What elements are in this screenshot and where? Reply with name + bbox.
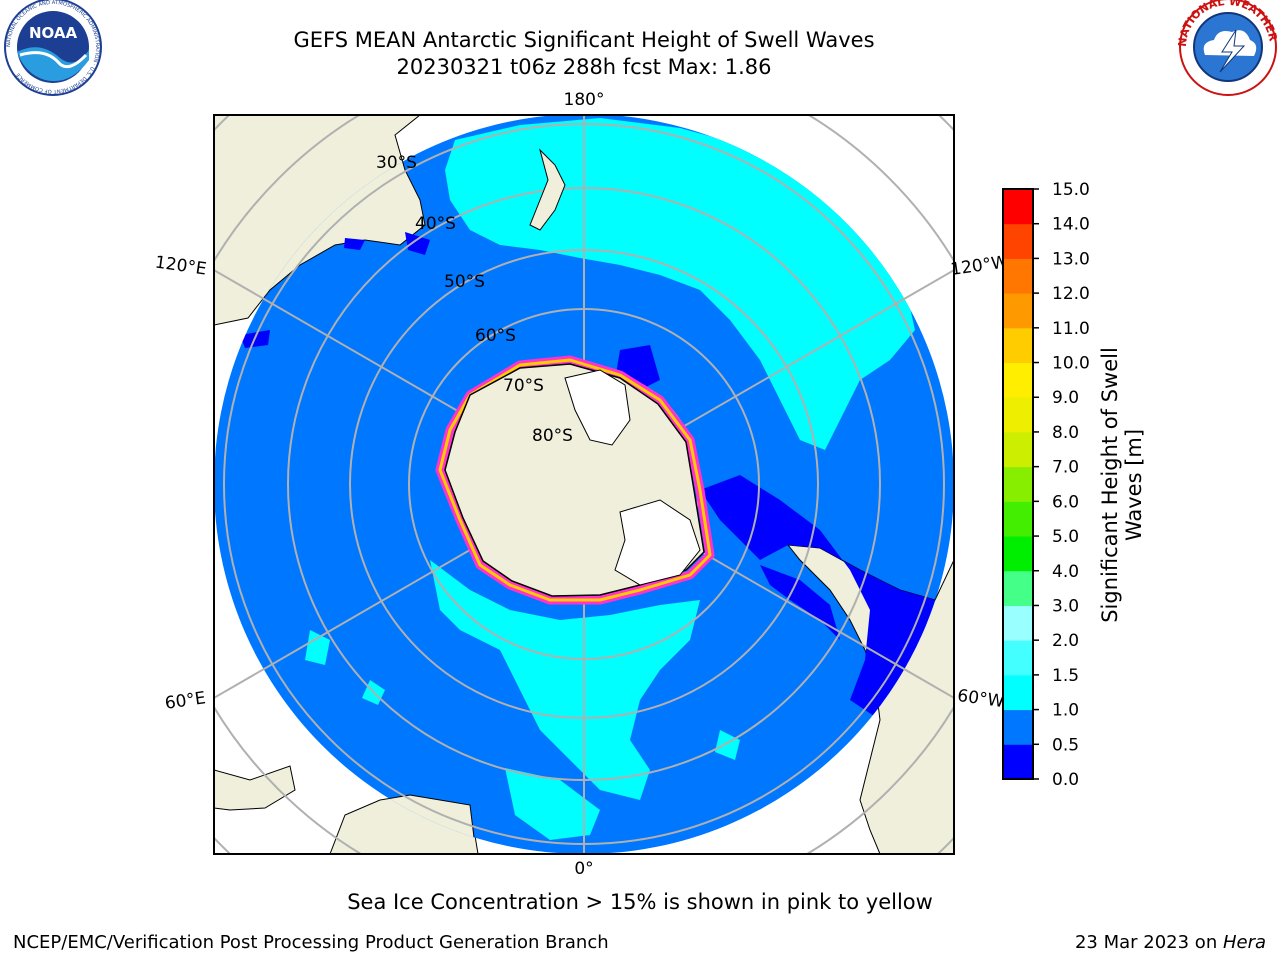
lon-label-60e: 60°E <box>164 688 207 713</box>
lon-label-120e: 120°E <box>154 253 208 280</box>
producer-credit: NCEP/EMC/Verification Post Processing Pr… <box>13 932 609 953</box>
nws-ring-text: NATIONAL WEATHER SERVICE <box>0 0 1280 47</box>
lat-label-30s: 30°S <box>376 153 417 173</box>
colorbar-segment <box>1003 674 1033 711</box>
colorbar-tick-label: 5.0 <box>1052 527 1079 547</box>
colorbar-segment <box>1003 605 1033 641</box>
colorbar-tick-label: 6.0 <box>1052 492 1079 512</box>
colorbar-segment <box>1003 431 1033 468</box>
lon-label-0: 0° <box>574 859 593 879</box>
colorbar-tick-label: 13.0 <box>1052 249 1090 269</box>
colorbar-tick-label: 1.0 <box>1052 701 1079 721</box>
run-date-credit: 23 Mar 2023 on Hera <box>1075 932 1266 953</box>
colorbar-segment <box>1003 258 1033 294</box>
colorbar-segment <box>1003 327 1033 364</box>
run-host: Hera <box>1222 932 1266 953</box>
colorbar <box>1003 189 1033 780</box>
colorbar-tick-label: 9.0 <box>1052 388 1079 408</box>
colorbar-tick-label: 7.0 <box>1052 458 1079 478</box>
colorbar-segment <box>1003 744 1033 780</box>
map-frame <box>213 114 955 855</box>
colorbar-tick-label: 11.0 <box>1052 319 1090 339</box>
colorbar-segment <box>1003 223 1033 259</box>
colorbar-tick-label: 10.0 <box>1052 354 1090 374</box>
lat-label-80s: 80°S <box>532 426 573 446</box>
colorbar-segment <box>1003 709 1033 745</box>
map-area <box>214 115 954 854</box>
colorbar-segment <box>1003 501 1033 537</box>
noaa-logo-text: NOAA <box>29 24 78 42</box>
sea-ice-footnote: Sea Ice Concentration > 15% is shown in … <box>347 890 933 914</box>
run-date: 23 Mar 2023 on <box>1074 932 1223 953</box>
colorbar-tick-label: 0.0 <box>1052 770 1079 790</box>
colorbar-tick-label: 2.0 <box>1052 631 1079 651</box>
colorbar-segment <box>1003 189 1033 225</box>
colorbar-tick-label: 14.0 <box>1052 215 1090 235</box>
colorbar-segment <box>1003 640 1033 676</box>
nws-logo: NATIONAL WEATHER SERVICE <box>0 0 1280 96</box>
colorbar-ticks: 0.0 0.5 1.0 1.5 2.0 3.0 4.0 5.0 6.0 7.0 8.0 9.0 10.0… <box>1033 180 1090 790</box>
noaa-logo: NOAA NATIONAL OCEANIC AND ATMOSPHERIC AD… <box>4 0 102 96</box>
colorbar-tick-label: 12.0 <box>1052 284 1090 304</box>
colorbar-tick-label: 15.0 <box>1052 180 1090 200</box>
lon-label-120w: 120°W <box>949 252 1009 280</box>
colorbar-tick-label: 1.5 <box>1052 666 1079 686</box>
lat-label-60s: 60°S <box>475 326 516 346</box>
colorbar-frame <box>1002 188 1034 780</box>
colorbar-tick-label: 0.5 <box>1052 735 1079 755</box>
colorbar-label-line2: Waves [m] <box>1122 429 1146 541</box>
lat-label-40s: 40°S <box>415 214 456 234</box>
colorbar-tick-label: 4.0 <box>1052 562 1079 582</box>
colorbar-segment <box>1003 570 1033 606</box>
chart-title: GEFS MEAN Antarctic Significant Height o… <box>293 28 875 52</box>
lon-label-60w: 60°W <box>956 686 1005 712</box>
new-zealand <box>529 148 566 231</box>
colorbar-label-line1: Significant Height of Swell <box>1098 347 1122 623</box>
lon-label-180: 180° <box>564 90 605 110</box>
chart-subtitle: 20230321 t06z 288h fcst Max: 1.86 <box>396 55 772 79</box>
colorbar-segment <box>1003 466 1033 502</box>
colorbar-tick-label: 8.0 <box>1052 423 1079 443</box>
lat-label-50s: 50°S <box>444 272 485 292</box>
antarctica <box>435 355 715 605</box>
colorbar-segment <box>1003 397 1033 433</box>
latitude-labels: 30°S 40°S 50°S 60°S 70°S 80°S <box>376 153 573 446</box>
colorbar-tick-label: 3.0 <box>1052 596 1079 616</box>
lat-label-70s: 70°S <box>503 376 544 396</box>
colorbar-segment <box>1003 293 1033 329</box>
colorbar-segment <box>1003 362 1033 398</box>
colorbar-segment <box>1003 536 1033 572</box>
